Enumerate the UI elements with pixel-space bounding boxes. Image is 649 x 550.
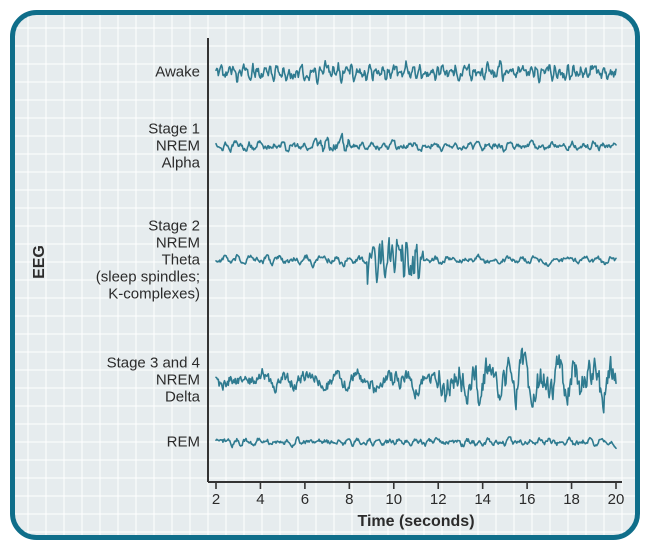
row-label-stage34: Delta: [164, 389, 200, 406]
svg-text:2: 2: [211, 491, 219, 508]
row-label-stage2: Stage 2: [148, 218, 200, 235]
row-label-stage1: NREM: [155, 138, 199, 155]
row-label-stage2: NREM: [155, 235, 199, 252]
eeg-chart: 2 4 6 8 10 12 14 16 18 20 Time (seconds) EEG Awake St…: [10, 10, 640, 540]
svg-text:8: 8: [345, 491, 353, 508]
row-label-stage34: Stage 3 and 4: [106, 355, 199, 372]
y-axis-label: EEG: [31, 245, 48, 279]
row-label-stage2: K-complexes): [108, 286, 200, 303]
svg-text:14: 14: [474, 491, 491, 508]
chart-panel: 2 4 6 8 10 12 14 16 18 20 Time (seconds) EEG Awake St…: [10, 10, 640, 540]
row-label-stage2: Theta: [161, 252, 200, 269]
x-axis-label: Time (seconds): [357, 513, 474, 530]
svg-text:12: 12: [429, 491, 446, 508]
row-label-stage34: NREM: [155, 372, 199, 389]
row-label-stage2: (sleep spindles;: [95, 269, 199, 286]
row-label-stage1: Alpha: [161, 155, 200, 172]
svg-text:16: 16: [518, 491, 535, 508]
svg-text:18: 18: [563, 491, 580, 508]
row-label-stage1: Stage 1: [148, 121, 200, 138]
row-label-rem: REM: [166, 434, 199, 451]
svg-text:20: 20: [607, 491, 624, 508]
svg-text:4: 4: [256, 491, 264, 508]
svg-text:6: 6: [300, 491, 308, 508]
svg-text:10: 10: [385, 491, 402, 508]
row-label-awake: Awake: [155, 64, 200, 81]
